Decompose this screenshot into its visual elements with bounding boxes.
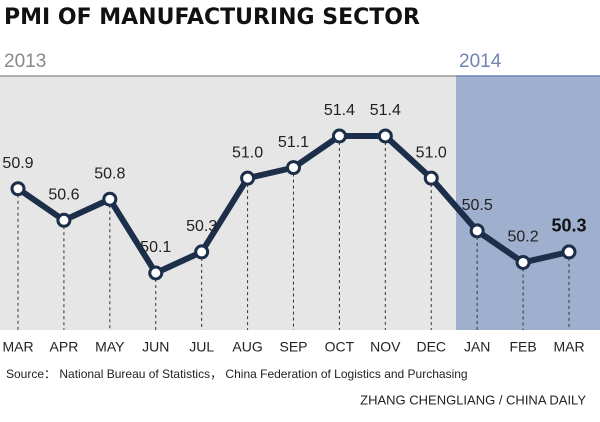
point: [240, 170, 256, 186]
value-label: 51.4: [324, 102, 355, 119]
year-label: 2013: [4, 51, 46, 72]
x-tick-label: DEC: [416, 339, 446, 355]
value-label: 51.0: [416, 144, 447, 161]
x-tick-label: NOV: [370, 339, 401, 355]
value-label: 51.4: [370, 102, 401, 119]
background-2013: [0, 76, 456, 330]
x-tick-label: OCT: [325, 339, 355, 355]
x-tick-label: AUG: [232, 339, 262, 355]
year-label: 2014: [459, 51, 502, 72]
value-label: 50.1: [140, 239, 171, 256]
point: [423, 170, 439, 186]
x-tick-label: MAY: [95, 339, 125, 355]
point: [331, 128, 347, 144]
point: [56, 212, 72, 228]
chart-title: PMI OF MANUFACTURING SECTOR: [4, 5, 420, 30]
point: [377, 128, 393, 144]
point: [10, 181, 26, 197]
point: [102, 191, 118, 207]
value-label: 50.2: [508, 229, 539, 246]
value-label: 51.1: [278, 134, 309, 151]
x-tick-label: MAR: [553, 339, 584, 355]
point: [286, 160, 301, 176]
x-tick-label: FEB: [509, 339, 536, 355]
point: [469, 223, 485, 239]
x-tick-label: MAR: [2, 339, 33, 355]
credit: ZHANG CHENGLIANG / CHINA DAILY: [360, 392, 586, 407]
source: Source： National Bureau of Statistics， C…: [6, 367, 468, 381]
point: [148, 265, 164, 281]
point: [194, 244, 210, 260]
value-label: 50.9: [2, 155, 33, 172]
x-tick-label: JUL: [189, 339, 214, 355]
point: [561, 244, 577, 260]
value-label: 50.6: [48, 187, 79, 204]
point: [515, 254, 531, 270]
value-label: 50.3: [551, 216, 586, 236]
x-tick-label: JAN: [464, 339, 490, 355]
value-label: 50.5: [462, 197, 493, 214]
x-tick-label: APR: [50, 339, 79, 355]
value-label: 50.3: [186, 218, 217, 235]
background-2014: [456, 76, 600, 330]
value-label: 50.8: [94, 165, 125, 182]
x-tick-label: SEP: [279, 339, 307, 355]
x-tick-label: JUN: [142, 339, 169, 355]
value-label: 51.0: [232, 144, 263, 161]
